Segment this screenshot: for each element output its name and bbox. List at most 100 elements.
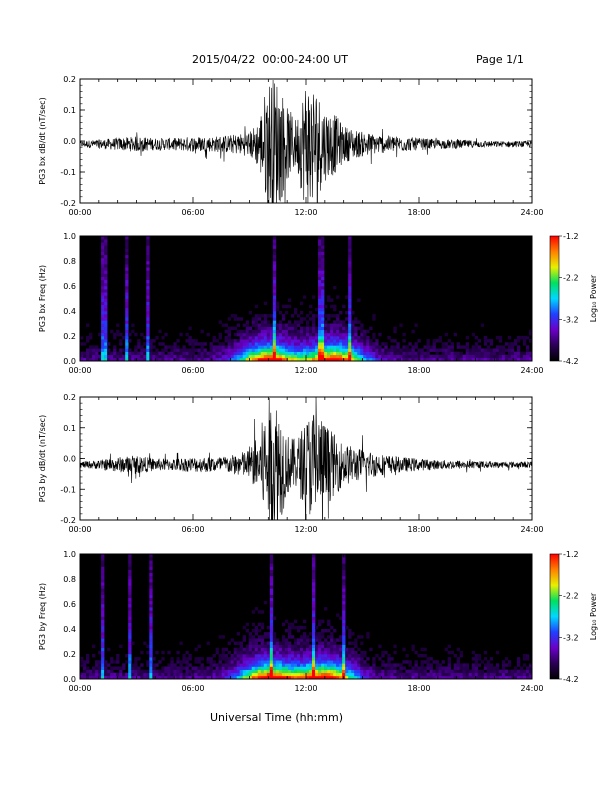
spectrogram-cell bbox=[278, 675, 283, 680]
spectrogram-cell bbox=[119, 339, 123, 343]
spectrogram-cell bbox=[233, 351, 237, 356]
spectrogram-cell bbox=[272, 657, 277, 661]
spectrogram-cell bbox=[191, 666, 195, 670]
spectrogram-cell bbox=[137, 345, 141, 349]
spectrogram-cell bbox=[242, 663, 247, 667]
spectrogram-cell bbox=[351, 332, 355, 337]
y-tick-label: 0.4 bbox=[63, 625, 76, 634]
spectrogram-cell bbox=[468, 348, 473, 352]
spectrogram-cell bbox=[245, 660, 250, 664]
spectrogram-cell bbox=[318, 635, 322, 639]
spectrogram-cell bbox=[312, 613, 316, 617]
spectrogram-cell bbox=[233, 326, 237, 331]
spectrogram-cell bbox=[333, 348, 337, 352]
y-axis-label: PG3 bx Freq (Hz) bbox=[38, 265, 47, 332]
spectrogram-cell bbox=[179, 641, 183, 645]
spectrogram-cell bbox=[272, 326, 277, 331]
spectrogram-cell bbox=[299, 311, 304, 315]
spectrogram-cell bbox=[275, 336, 280, 340]
spectrogram-cell bbox=[360, 666, 364, 670]
spectrogram-cell bbox=[215, 675, 219, 680]
spectrogram-cell bbox=[396, 675, 400, 680]
spectrogram-cell bbox=[263, 650, 268, 655]
spectrogram-cell bbox=[128, 613, 132, 617]
spectrogram-cell bbox=[447, 650, 451, 655]
spectrogram-cell bbox=[272, 248, 277, 252]
spectrogram-cell bbox=[257, 635, 262, 639]
spectrogram-cell bbox=[462, 675, 466, 680]
spectrogram-cell bbox=[263, 317, 268, 321]
spectrogram-cell bbox=[128, 594, 132, 599]
spectrogram-cell bbox=[477, 354, 482, 359]
spectrogram-cell bbox=[450, 354, 454, 359]
spectrogram-cell bbox=[336, 329, 340, 334]
spectrogram-cell bbox=[345, 295, 349, 299]
spectrogram-cell bbox=[375, 345, 379, 349]
spectrogram-cell bbox=[188, 669, 192, 674]
spectrogram-cell bbox=[266, 663, 271, 667]
spectrogram-cell bbox=[299, 660, 304, 664]
spectrogram-cell bbox=[309, 329, 313, 334]
spectrogram-cell bbox=[366, 657, 370, 661]
spectrogram-cell bbox=[312, 641, 316, 645]
spectrogram-cell bbox=[411, 675, 415, 680]
spectrogram-cell bbox=[522, 342, 527, 346]
spectrogram-cell bbox=[321, 326, 325, 331]
spectrogram-cell bbox=[450, 342, 454, 346]
spectrogram-cell bbox=[432, 675, 436, 680]
spectrogram-cell bbox=[119, 669, 123, 674]
spectrogram-cell bbox=[146, 270, 150, 274]
spectrogram-cell bbox=[170, 666, 174, 670]
spectrogram-cell bbox=[393, 326, 397, 331]
spectrogram-cell bbox=[188, 336, 192, 340]
spectrogram-cell bbox=[176, 666, 180, 670]
spectrogram-cell bbox=[146, 289, 150, 293]
spectrogram-cell bbox=[411, 672, 415, 677]
spectrogram-cell bbox=[83, 660, 87, 664]
spectrogram-cell bbox=[182, 348, 186, 352]
spectrogram-cell bbox=[342, 600, 346, 605]
spectrogram-cell bbox=[411, 666, 415, 670]
spectrogram-cell bbox=[465, 669, 470, 674]
spectrogram-cell bbox=[489, 342, 494, 346]
spectrogram-cell bbox=[254, 342, 259, 346]
spectrogram-cell bbox=[420, 354, 424, 359]
spectrogram-cell bbox=[315, 672, 319, 677]
spectrogram-cell bbox=[101, 345, 105, 349]
spectrogram-cell bbox=[146, 672, 150, 677]
spectrogram-cell bbox=[318, 641, 322, 645]
spectrogram-cell bbox=[423, 354, 427, 359]
spectrogram-cell bbox=[312, 357, 316, 362]
spectrogram-cell bbox=[402, 345, 406, 349]
spectrogram-cell bbox=[269, 354, 274, 359]
spectrogram-cell bbox=[266, 641, 271, 645]
spectrogram-cell bbox=[206, 332, 210, 337]
spectrogram-cell bbox=[146, 311, 150, 315]
spectrogram-cell bbox=[432, 660, 436, 664]
spectrogram-cell bbox=[348, 314, 352, 318]
spectrogram-cell bbox=[299, 342, 304, 346]
spectrogram-cell bbox=[251, 650, 256, 655]
spectrogram-cell bbox=[348, 242, 352, 246]
spectrogram-cell bbox=[275, 660, 280, 664]
spectrogram-cell bbox=[336, 320, 340, 324]
spectrogram-cell bbox=[284, 638, 289, 642]
spectrogram-cell bbox=[296, 314, 301, 318]
spectrogram-cell bbox=[293, 345, 298, 349]
spectrogram-cell bbox=[318, 248, 322, 252]
spectrogram-cell bbox=[333, 286, 337, 290]
spectrogram-cell bbox=[426, 348, 430, 352]
spectrogram-cell bbox=[197, 672, 201, 677]
spectrogram-cell bbox=[351, 326, 355, 331]
spectrogram-cell bbox=[480, 357, 485, 362]
spectrogram-cell bbox=[336, 660, 340, 664]
spectrogram-cell bbox=[321, 675, 325, 680]
spectrogram-cell bbox=[525, 657, 530, 661]
spectrogram-cell bbox=[101, 675, 105, 680]
spectrogram-cell bbox=[242, 660, 247, 664]
spectrogram-cell bbox=[86, 675, 90, 680]
spectrogram-cell bbox=[170, 675, 174, 680]
spectrogram-cell bbox=[312, 585, 316, 589]
spectrogram-cell bbox=[269, 329, 274, 334]
